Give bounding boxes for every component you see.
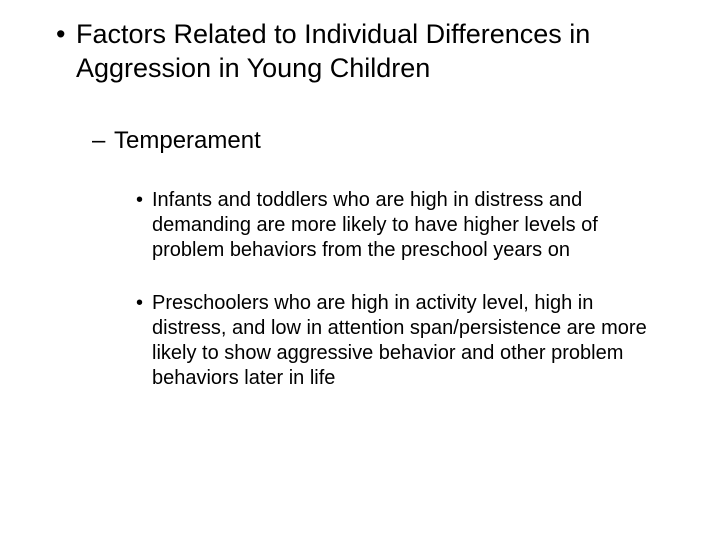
- level3-item: •Infants and toddlers who are high in di…: [136, 188, 660, 263]
- level2-item: –Temperament: [92, 126, 680, 156]
- dash-icon: –: [92, 126, 114, 156]
- slide: •Factors Related to Individual Differenc…: [0, 0, 720, 540]
- bullet-icon: •: [136, 188, 152, 213]
- level1-item: •Factors Related to Individual Differenc…: [56, 18, 680, 86]
- bullet-icon: •: [136, 291, 152, 316]
- level2-text: Temperament: [114, 127, 261, 154]
- level3-item: •Preschoolers who are high in activity l…: [136, 291, 660, 391]
- level1-text: Factors Related to Individual Difference…: [76, 19, 590, 83]
- level3-text: Preschoolers who are high in activity le…: [152, 292, 647, 389]
- bullet-icon: •: [56, 18, 76, 52]
- level3-text: Infants and toddlers who are high in dis…: [152, 189, 598, 261]
